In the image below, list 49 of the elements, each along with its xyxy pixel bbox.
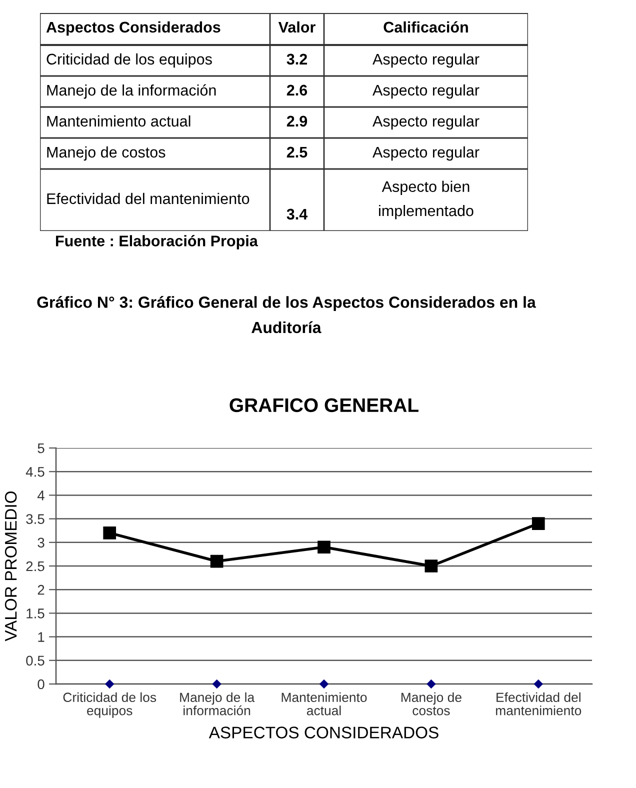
category-label: Manejo de costos (47, 146, 166, 161)
y-tick-label: 4 (37, 490, 44, 500)
point (210, 554, 224, 568)
data-label: 2.6 (286, 84, 308, 96)
text: Aspecto regular (372, 146, 480, 161)
chart-title: GRAFICO GENERAL (230, 398, 418, 412)
y-tick-label: 4.5 (26, 467, 44, 477)
data-label: 3.4 (286, 208, 308, 220)
point (426, 679, 436, 689)
y-tick-label: 2.5 (26, 561, 44, 572)
point (318, 540, 330, 554)
category-label: Criticidad de los equipos (46, 53, 212, 68)
point (319, 679, 329, 689)
y-tick-label: 0 (38, 679, 44, 690)
text: Aspecto regular (372, 53, 480, 68)
point (424, 560, 438, 572)
data-label: 3.2 (286, 54, 308, 65)
category-label: Mantenimiento actual (47, 115, 190, 127)
text: Calificación (384, 21, 468, 33)
y-axis-title: VALOR PROMEDIO (4, 491, 17, 642)
y-tick-label: 2 (38, 584, 44, 595)
text: Aspecto bien implementado (379, 180, 474, 220)
point (104, 679, 114, 689)
x-tick-label: Efectividad del mantenimiento (496, 692, 582, 716)
point (212, 679, 222, 689)
point (532, 517, 545, 530)
y-tick-label: 3.5 (26, 514, 44, 524)
y-tick-label: 3 (38, 538, 44, 548)
y-tick-label: 0.5 (26, 656, 44, 666)
y-tick-label: 5 (38, 443, 44, 454)
point (103, 526, 116, 540)
text: Aspecto regular (372, 84, 480, 99)
x-axis-title: ASPECTOS CONSIDERADOS (208, 726, 438, 738)
category-label: Efectividad del mantenimiento (47, 192, 250, 204)
x-tick-label: Manejo de la información (180, 692, 255, 716)
point (534, 679, 544, 689)
y-tick-label: 1.5 (26, 608, 44, 618)
x-tick-label: Criticidad de los equipos (63, 692, 156, 718)
data-label: 2.9 (286, 116, 308, 127)
source-note: Fuente : Elaboración Propia (56, 235, 258, 250)
text: Aspecto regular (372, 115, 480, 130)
x-tick-label: Manejo de costos (401, 692, 462, 716)
text: Gráfico N° 3: Gráfico General de los Aspectos Considerados en la Auditoría (37, 296, 536, 334)
x-tick-label: Mantenimiento actual (282, 692, 367, 716)
text: Aspectos Considerados (46, 21, 220, 36)
category-label: Manejo de la información (47, 84, 216, 99)
text: Valor (278, 21, 316, 33)
data-label: 2.5 (286, 146, 308, 158)
y-tick-label: 1 (38, 632, 44, 642)
